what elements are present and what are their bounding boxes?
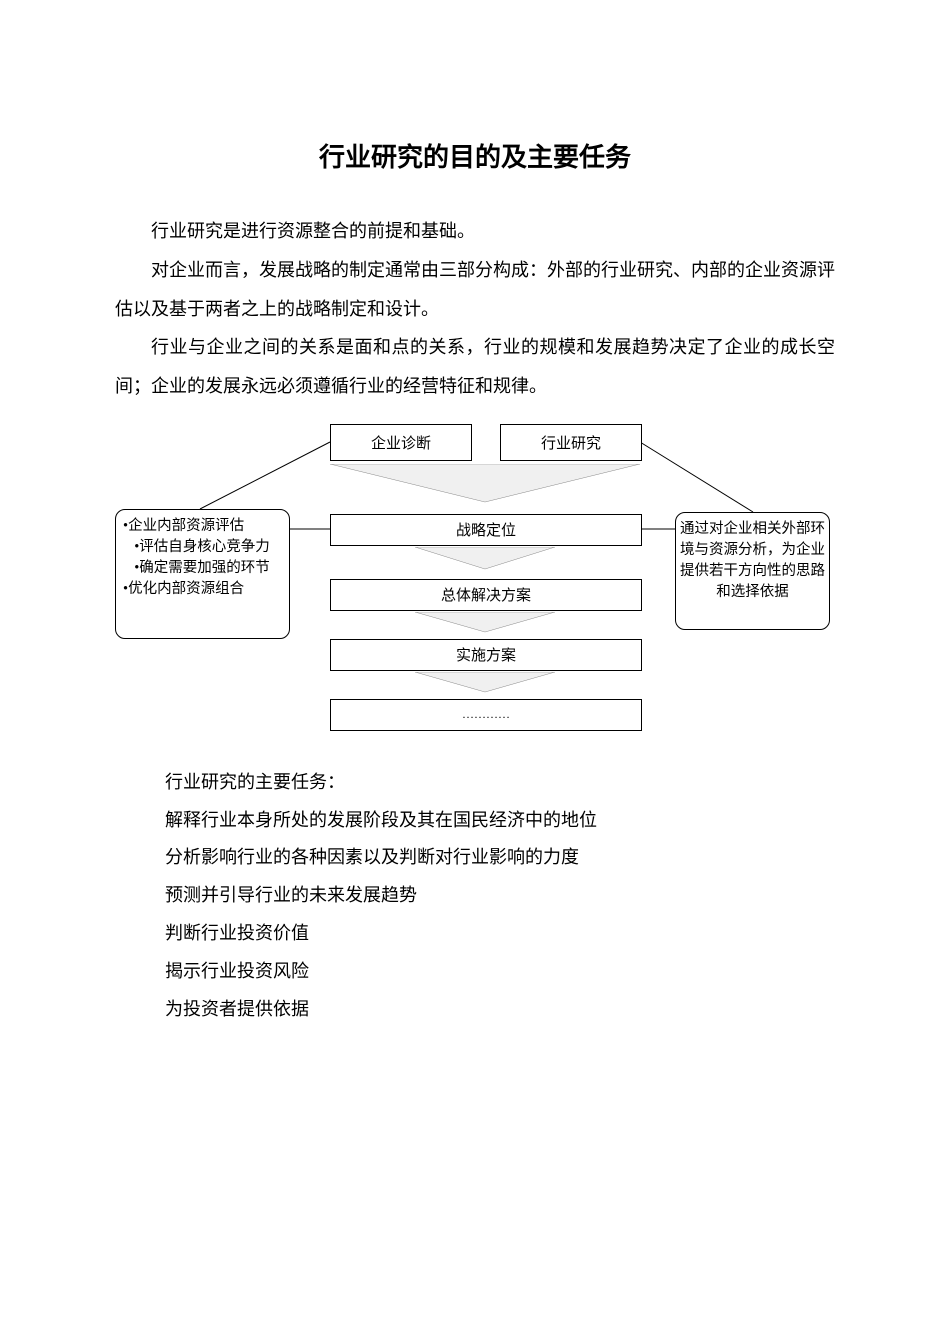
task-item-2: 分析影响行业的各种因素以及判断对行业影响的力度: [165, 839, 835, 877]
arrow-down-icon: [330, 464, 640, 509]
task-item-6: 为投资者提供依据: [165, 991, 835, 1029]
paragraph-1: 行业研究是进行资源整合的前提和基础。: [115, 212, 835, 251]
node-industry-research: 行业研究: [500, 424, 642, 461]
paragraph-3: 行业与企业之间的关系是面和点的关系，行业的规模和发展趋势决定了企业的成长空间；企…: [115, 328, 835, 405]
arrow-down-icon: [415, 612, 555, 637]
tasks-section: 行业研究的主要任务： 解释行业本身所处的发展阶段及其在国民经济中的地位 分析影响…: [115, 764, 835, 1029]
node-enterprise-diagnosis: 企业诊断: [330, 424, 472, 461]
paragraph-2: 对企业而言，发展战略的制定通常由三部分构成：外部的行业研究、内部的企业资源评估以…: [115, 251, 835, 328]
task-item-4: 判断行业投资价值: [165, 915, 835, 953]
node-ellipsis: …………: [330, 699, 642, 731]
flowchart-diagram: 企业诊断 行业研究 战略定位 总体解决方案 实施方案 …………: [115, 424, 835, 754]
node-implementation-plan: 实施方案: [330, 639, 642, 671]
left-bullet-1: •企业内部资源评估: [123, 516, 285, 537]
tasks-heading: 行业研究的主要任务：: [165, 764, 835, 802]
task-item-1: 解释行业本身所处的发展阶段及其在国民经济中的地位: [165, 802, 835, 840]
left-bullet-4: •优化内部资源组合: [123, 579, 285, 600]
arrow-down-icon: [415, 672, 555, 697]
side-box-right: 通过对企业相关外部环境与资源分析，为企业提供若干方向性的思路和选择依据: [675, 512, 830, 630]
task-item-5: 揭示行业投资风险: [165, 953, 835, 991]
node-overall-solution: 总体解决方案: [330, 579, 642, 611]
left-bullet-3: •确定需要加强的环节: [123, 558, 285, 579]
page-title: 行业研究的目的及主要任务: [115, 137, 835, 174]
node-strategic-positioning: 战略定位: [330, 514, 642, 546]
arrow-down-icon: [415, 547, 555, 575]
task-item-3: 预测并引导行业的未来发展趋势: [165, 877, 835, 915]
side-box-left: •企业内部资源评估 •评估自身核心竞争力 •确定需要加强的环节 •优化内部资源组…: [115, 509, 290, 639]
left-bullet-2: •评估自身核心竞争力: [123, 537, 285, 558]
